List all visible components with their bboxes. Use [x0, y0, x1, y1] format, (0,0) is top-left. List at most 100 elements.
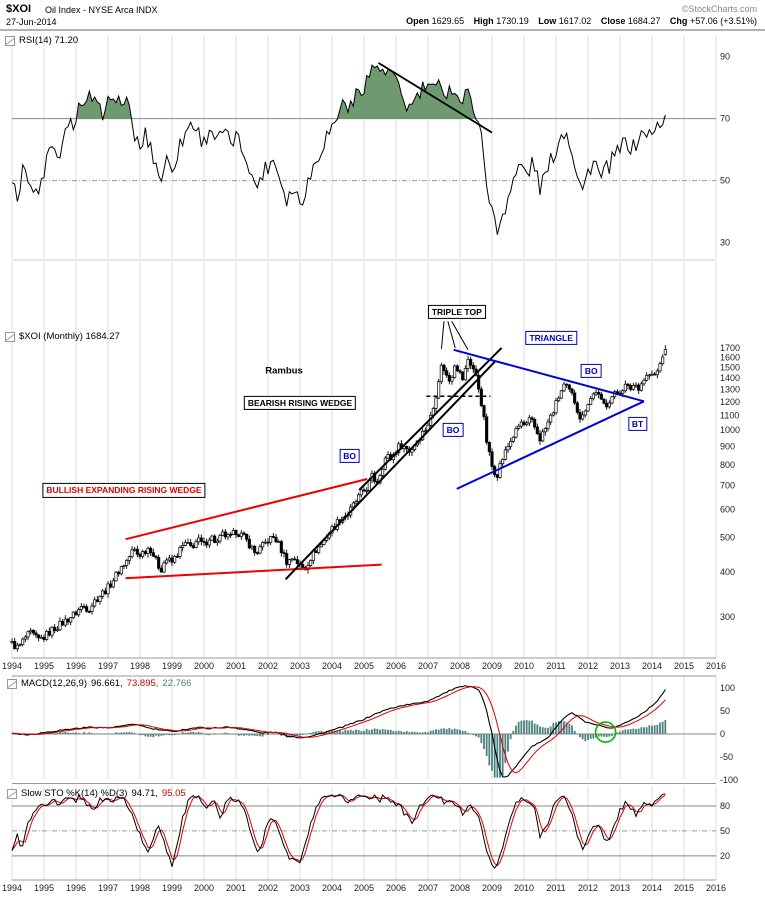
macd-histogram-bar — [141, 733, 144, 736]
candlestick-body — [314, 550, 318, 553]
macd-histogram-bar — [157, 733, 160, 737]
candlestick-body — [119, 566, 123, 575]
candlestick-body — [586, 404, 590, 412]
y-axis-tick-label: 0 — [720, 729, 725, 739]
y-axis-tick-label: 500 — [720, 533, 735, 543]
macd-histogram-bar — [347, 730, 349, 734]
macd-histogram-bar — [213, 733, 216, 734]
candlestick-body — [127, 556, 131, 561]
macd-histogram-bar — [133, 732, 136, 734]
candlestick-body — [106, 583, 110, 595]
candlestick-body — [458, 370, 462, 373]
price-title-text: $XOI (Monthly) 1684.27 — [19, 331, 120, 342]
macd-histogram-bar — [539, 726, 541, 734]
candlestick-body — [82, 605, 86, 608]
macd-hist-value: 22.766 — [162, 678, 192, 689]
candlestick-body — [138, 553, 142, 557]
candlestick-body — [103, 590, 107, 595]
macd-histogram-bar — [517, 721, 520, 734]
macd-histogram-bar — [573, 730, 576, 734]
candlestick-body — [530, 417, 534, 420]
macd-histogram-bar — [427, 732, 429, 734]
macd-histogram-bar — [261, 733, 264, 737]
candlestick-body — [85, 606, 89, 612]
sto-k-value: 94.71, — [131, 788, 158, 799]
candlestick-body — [77, 609, 81, 616]
macd-histogram-bar — [469, 733, 472, 734]
macd-histogram-bar — [11, 733, 13, 735]
macd-histogram-bar — [355, 729, 357, 734]
candlestick-body — [546, 421, 550, 429]
macd-histogram-bar — [627, 729, 629, 734]
candlestick-body — [517, 425, 521, 429]
candlestick-body — [514, 428, 518, 438]
y-axis-tick-label: 1700 — [720, 343, 740, 353]
candlestick-body — [231, 530, 235, 535]
x-axis-year-label: 2016 — [706, 661, 726, 671]
macd-histogram-bar — [389, 729, 392, 734]
y-axis-tick-label: 50 — [720, 826, 730, 836]
candlestick-body — [301, 563, 305, 568]
candlestick-body — [159, 567, 163, 573]
stockcharts-credit: ©StockCharts.com — [681, 4, 757, 14]
macd-histogram-bar — [413, 731, 416, 734]
x-axis-year-label: 2011 — [546, 883, 565, 893]
candlestick-body — [434, 397, 438, 409]
x-axis-year-label: 2013 — [610, 661, 630, 671]
macd-histogram-bar — [541, 727, 544, 734]
triple-top-pointer-2 — [447, 321, 456, 349]
open-label: Open — [406, 16, 430, 26]
macd-histogram-bar — [520, 720, 523, 734]
candlestick-body — [562, 383, 566, 392]
candlestick-body — [423, 430, 427, 432]
candlestick-body — [581, 414, 585, 420]
candlestick-body — [293, 558, 297, 561]
y-axis-tick-label: 50 — [720, 176, 730, 186]
macd-histogram-bar — [445, 729, 448, 734]
x-axis-year-label: 2005 — [354, 883, 374, 893]
candlestick-body — [498, 463, 502, 478]
macd-histogram-bar — [464, 730, 467, 734]
candlestick-body — [69, 617, 73, 623]
candlestick-body — [250, 545, 254, 549]
macd-histogram-bar — [77, 733, 80, 734]
candlestick-body — [183, 542, 187, 546]
candlestick-body — [645, 375, 649, 381]
macd-histogram-bar — [357, 729, 360, 734]
macd-histogram-bar — [648, 725, 651, 734]
macd-histogram-bar — [592, 733, 595, 739]
macd-histogram-bar — [107, 733, 109, 735]
candlestick-body — [197, 537, 201, 543]
macd-histogram-bar — [632, 728, 635, 734]
candlestick-body — [487, 441, 491, 453]
x-axis-year-label: 2008 — [450, 883, 470, 893]
x-axis-year-label: 1998 — [130, 661, 150, 671]
candlestick-body — [469, 358, 473, 366]
triple-top-pointer-1 — [440, 321, 445, 349]
macd-histogram-bar — [259, 733, 261, 737]
sto-title-text: Slow STO %K(14) %D(3) — [21, 788, 128, 799]
macd-histogram-bar — [435, 729, 437, 734]
candlestick-body — [623, 383, 627, 392]
macd-histogram-bar — [448, 727, 451, 734]
macd-histogram-bar — [211, 733, 213, 735]
macd-histogram-bar — [373, 728, 376, 734]
candlestick-body — [285, 553, 289, 565]
macd-histogram-bar — [96, 733, 99, 735]
macd-histogram-bar — [69, 732, 72, 734]
candlestick-body — [66, 618, 70, 623]
macd-panel-title: MACD(12,26,9) 96.661, 73.895, 22.766 — [7, 678, 191, 689]
high-value: 1730.19 — [496, 16, 529, 26]
macd-histogram-bar — [152, 733, 155, 738]
macd-histogram-bar — [117, 732, 120, 734]
candlestick-body — [605, 402, 609, 408]
x-axis-year-label: 1999 — [162, 883, 182, 893]
macd-histogram-bar — [85, 733, 88, 734]
candlestick-body — [253, 545, 257, 553]
macd-histogram-bar — [120, 732, 123, 734]
macd-histogram-bar — [203, 733, 205, 735]
candlestick-body — [357, 494, 361, 502]
price-panel-title: $XOI (Monthly) 1684.27 — [5, 331, 120, 342]
x-axis-year-label: 2006 — [386, 661, 406, 671]
candlestick-body — [109, 583, 113, 588]
